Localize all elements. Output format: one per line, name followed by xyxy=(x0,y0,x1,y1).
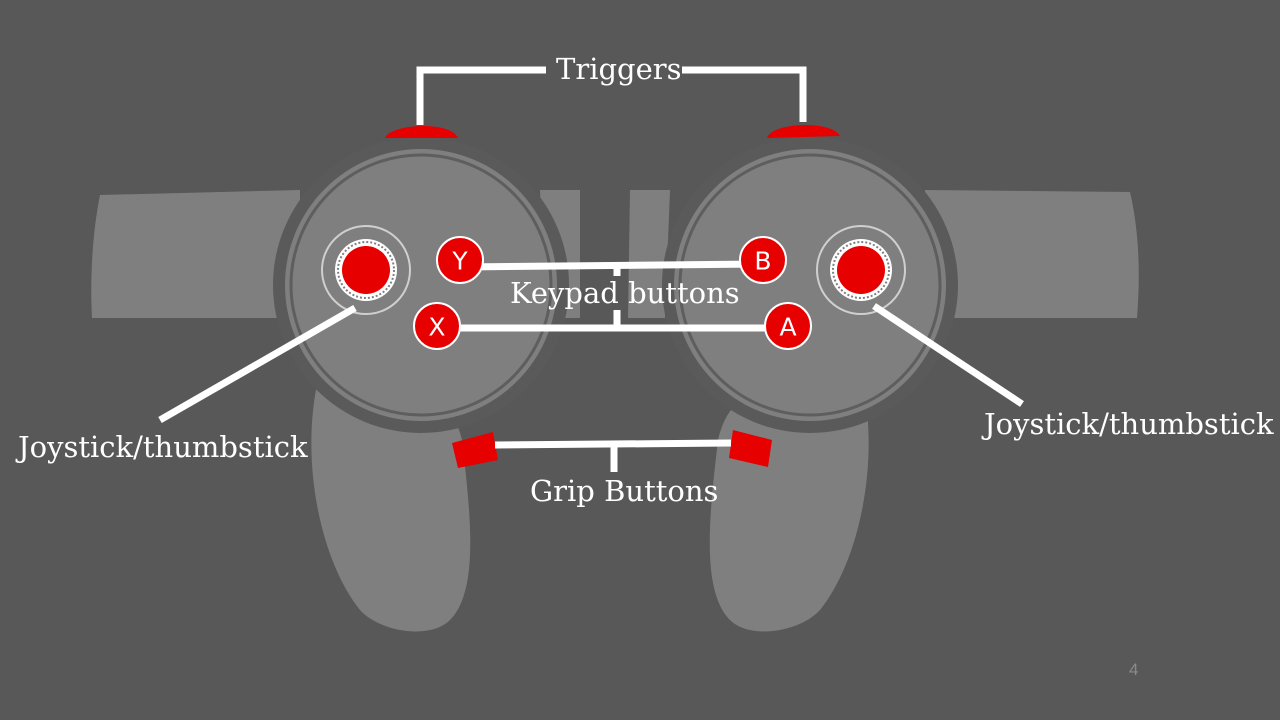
left-grip-handle xyxy=(311,380,471,632)
keypad-leader-top xyxy=(461,260,761,271)
left-joystick xyxy=(342,246,390,294)
joystick-leader-right xyxy=(872,303,1024,407)
button-a: A xyxy=(764,302,812,350)
button-x: X xyxy=(413,302,461,350)
triggers-label: Triggers xyxy=(556,52,682,86)
left-joystick-ring xyxy=(321,225,411,315)
button-b: B xyxy=(739,236,787,284)
left-grip-button xyxy=(452,432,498,468)
grip-buttons-label: Grip Buttons xyxy=(530,474,719,508)
right-trigger xyxy=(767,124,840,138)
right-tracking-ring xyxy=(925,190,1139,318)
joystick-label-right: Joystick/thumbstick xyxy=(984,407,1274,441)
button-x-letter: X xyxy=(428,313,445,342)
left-controller-face xyxy=(285,149,557,421)
button-y-circle xyxy=(436,236,484,284)
button-b-circle xyxy=(739,236,787,284)
leader-lines xyxy=(158,66,1024,472)
button-x-circle xyxy=(413,302,461,350)
button-y-letter: Y xyxy=(451,247,468,276)
right-grip-button xyxy=(729,430,772,467)
left-trigger xyxy=(385,125,458,138)
right-controller-face-rim xyxy=(678,153,942,417)
left-controller xyxy=(91,125,580,632)
button-a-letter: A xyxy=(779,313,796,342)
right-controller xyxy=(628,124,1139,632)
keypad-buttons-label: Keypad buttons xyxy=(510,276,740,310)
page-number: 4 xyxy=(1129,660,1139,679)
left-joystick-knurl-dots xyxy=(337,241,395,299)
right-joystick-ring xyxy=(816,225,906,315)
joystick-label-left: Joystick/thumbstick xyxy=(18,430,308,464)
joystick-leader-left xyxy=(158,304,357,424)
button-b-letter: B xyxy=(754,247,771,276)
left-controller-face-rim xyxy=(289,153,553,417)
right-joystick xyxy=(837,246,885,294)
right-joystick-knurl-dots xyxy=(832,241,890,299)
button-y: Y xyxy=(436,236,484,284)
button-a-circle xyxy=(764,302,812,350)
right-controller-face xyxy=(674,149,946,421)
triggers-leader-left xyxy=(416,66,546,125)
triggers-leader-right xyxy=(682,66,807,122)
right-tracking-ring-inner xyxy=(628,190,670,318)
left-tracking-ring xyxy=(91,190,300,318)
